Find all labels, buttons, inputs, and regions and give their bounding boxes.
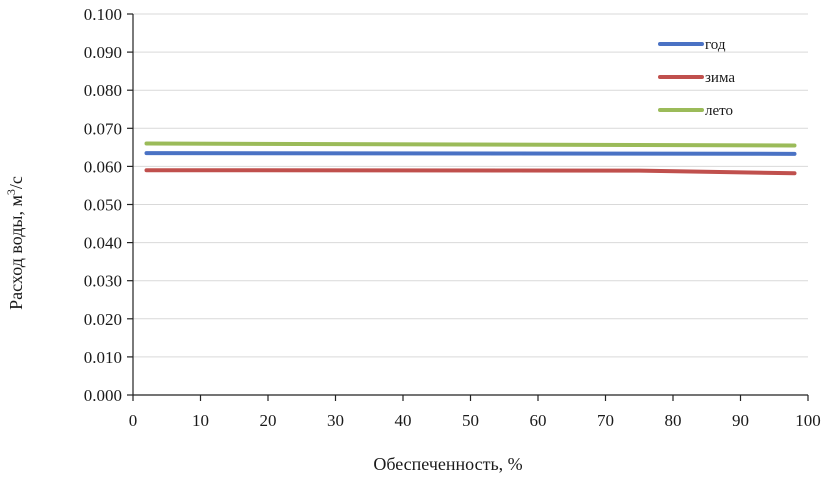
series-line-зима: [144, 168, 797, 176]
legend-label-год: год: [705, 37, 726, 53]
x-tick-label: 70: [597, 411, 614, 430]
x-tick-label: 10: [192, 411, 209, 430]
y-tick-label: 0.050: [84, 196, 122, 215]
series-line-лето: [144, 141, 797, 148]
x-tick-label: 50: [462, 411, 479, 430]
y-axis-title-superscript: 3: [4, 189, 18, 195]
x-tick-label: 0: [129, 411, 138, 430]
y-axis-title-main: Расход воды, м: [6, 195, 26, 310]
y-tick-label: 0.080: [84, 81, 122, 100]
y-axis-ticks: 0.000 0.010 0.020 0.030 0.040 0.050 0.060 0.070…: [84, 5, 133, 405]
x-axis-title: Обеспеченность, %: [373, 454, 522, 474]
y-tick-label: 0.030: [84, 272, 122, 291]
x-tick-label: 100: [795, 411, 821, 430]
y-axis-title: Расход воды, м3/с: [4, 176, 26, 310]
series-lines: [144, 141, 797, 176]
legend: год зима лето: [658, 37, 735, 119]
x-tick-label: 80: [665, 411, 682, 430]
y-tick-label: 0.070: [84, 119, 122, 138]
y-axis-title-tail: /с: [6, 176, 26, 189]
series-line-год: [144, 151, 797, 156]
y-tick-label: 0.060: [84, 157, 122, 176]
legend-label-лето: лето: [705, 103, 733, 119]
x-axis-ticks: 0 10 20 30 40 50 60 70 80 90 100: [129, 395, 821, 430]
legend-label-зима: зима: [705, 70, 735, 86]
x-tick-label: 40: [395, 411, 412, 430]
y-tick-label: 0.090: [84, 43, 122, 62]
y-tick-label: 0.010: [84, 348, 122, 367]
gridlines: [133, 13, 808, 358]
y-tick-label: 0.000: [84, 386, 122, 405]
x-tick-label: 60: [530, 411, 547, 430]
x-tick-label: 30: [327, 411, 344, 430]
y-tick-label: 0.040: [84, 234, 122, 253]
x-tick-label: 90: [732, 411, 749, 430]
y-tick-label: 0.100: [84, 5, 122, 24]
y-tick-label: 0.020: [84, 310, 122, 329]
x-tick-label: 20: [260, 411, 277, 430]
